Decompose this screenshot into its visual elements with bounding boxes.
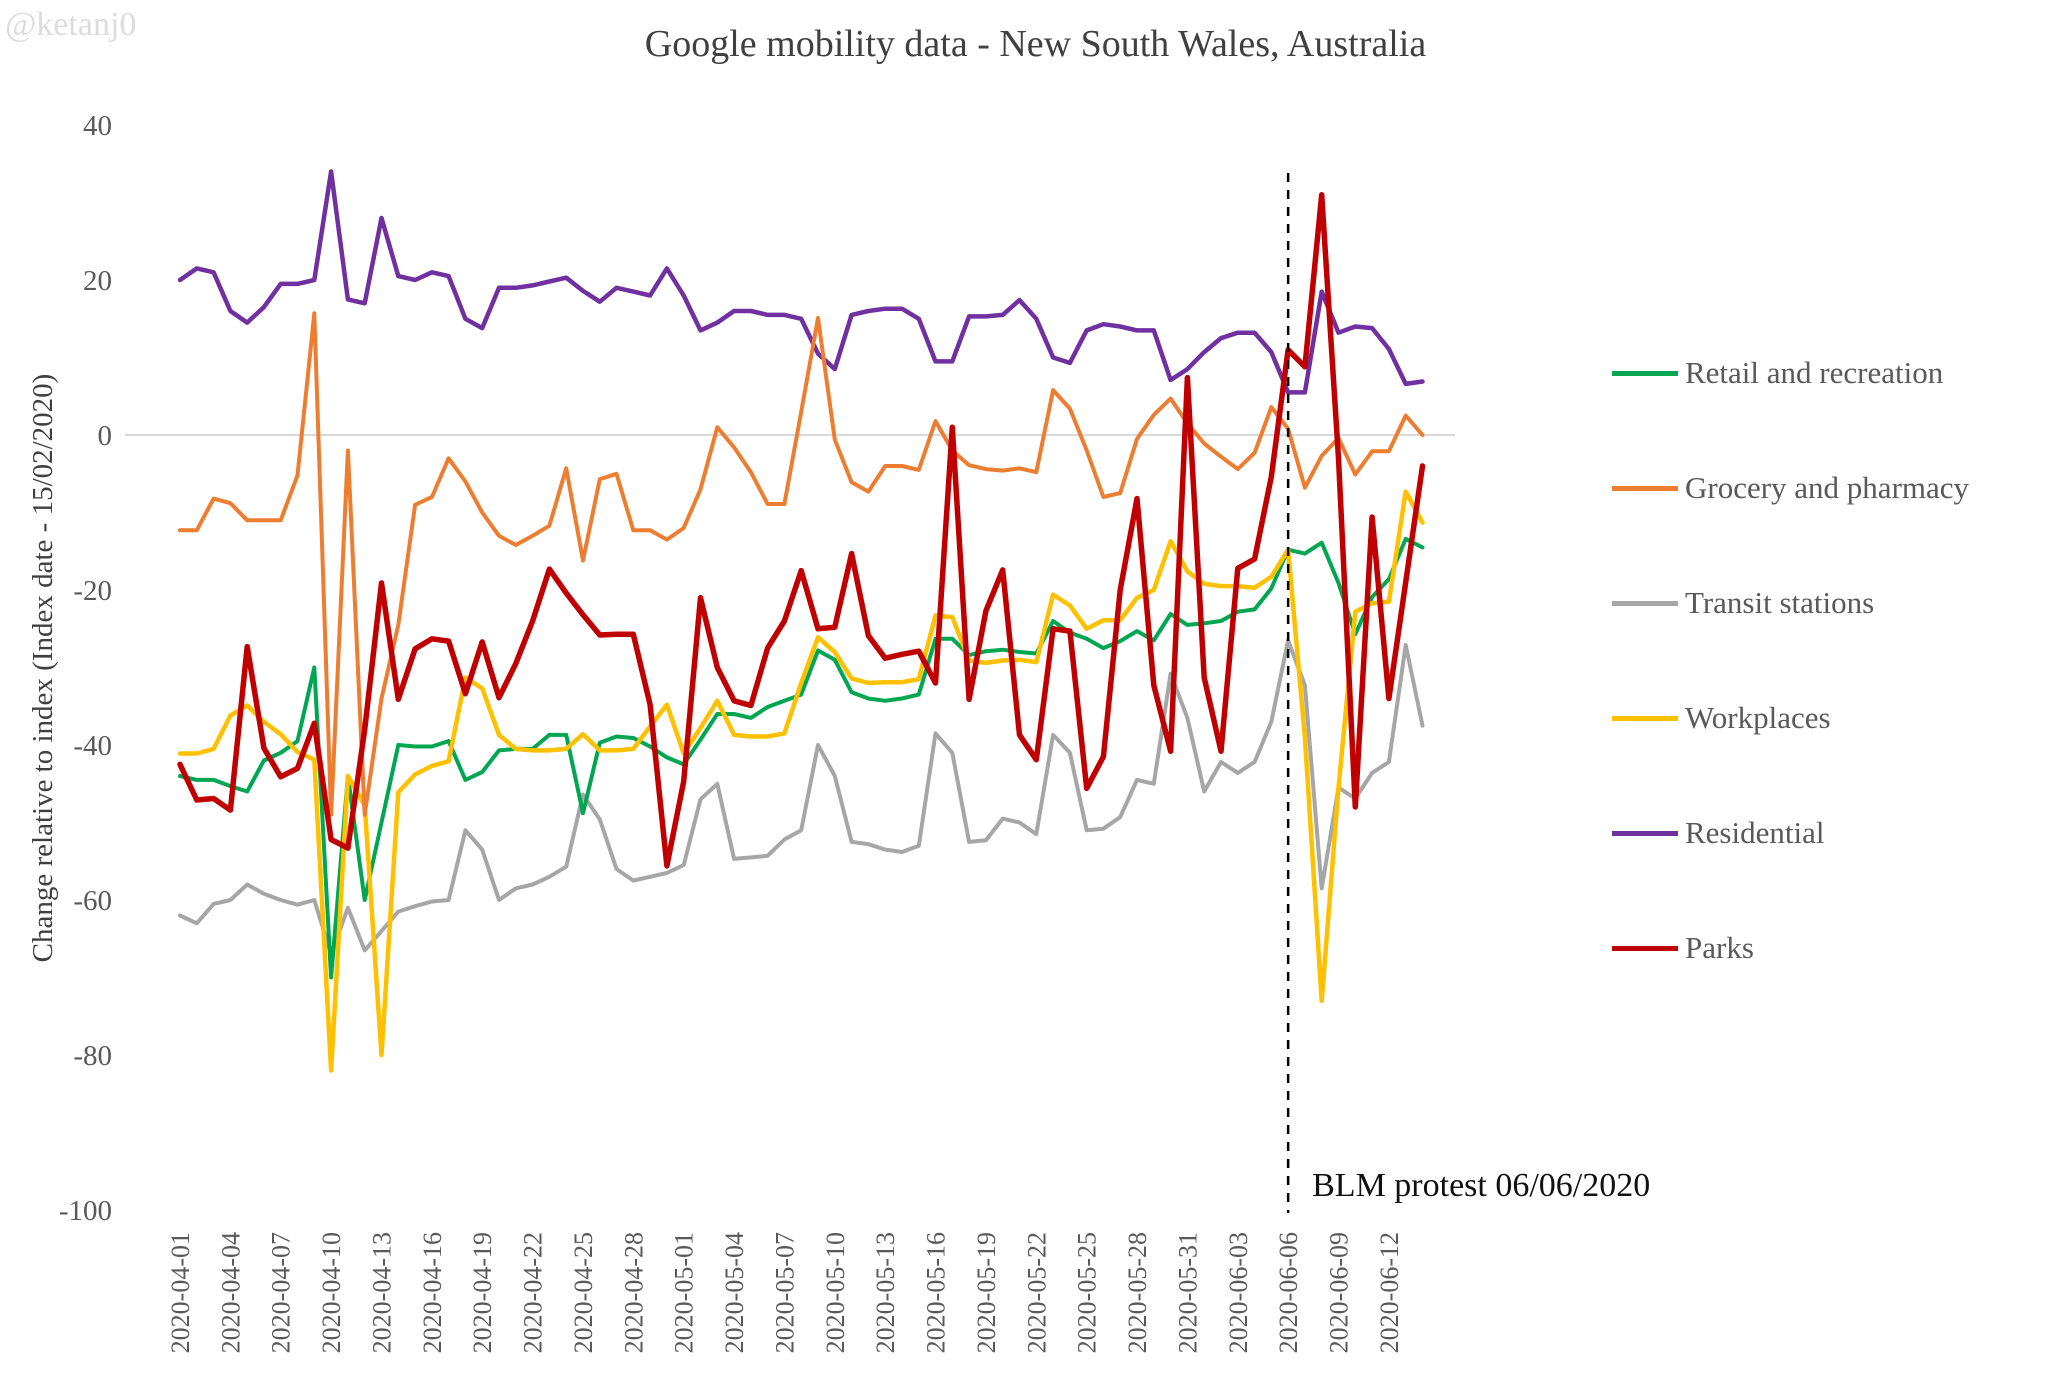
data-series-lines [177, 169, 1426, 1073]
svg-text:2020-04-13: 2020-04-13 [367, 1232, 396, 1353]
svg-text:0: 0 [98, 420, 113, 452]
legend-line-swatch-workplaces [1612, 715, 1678, 721]
legend-label-transit: Transit stations [1685, 585, 1875, 620]
legend-label-workplaces: Workplaces [1685, 700, 1831, 735]
legend-line-swatch-parks [1612, 945, 1678, 951]
page-title: Google mobility data - New South Wales, … [644, 23, 1427, 65]
svg-text:-20: -20 [73, 575, 112, 607]
series-line-parks [177, 192, 1426, 869]
svg-text:2020-04-01: 2020-04-01 [166, 1232, 195, 1353]
legend-line-swatch-retail [1612, 370, 1678, 376]
svg-text:2020-04-25: 2020-04-25 [569, 1232, 598, 1353]
svg-text:-100: -100 [59, 1195, 112, 1227]
svg-text:2020-04-04: 2020-04-04 [216, 1232, 245, 1353]
legend-line-swatch-residential [1612, 830, 1678, 836]
y-axis-tick-labels: 40 20 0 -20 -40 -60 -80 -100 [59, 110, 112, 1227]
legend-item-grocery: Grocery and pharmacy [1612, 470, 1969, 506]
legend-line-swatch-transit [1612, 600, 1678, 606]
svg-text:2020-05-31: 2020-05-31 [1173, 1232, 1202, 1353]
svg-text:2020-05-10: 2020-05-10 [821, 1232, 850, 1353]
svg-text:-40: -40 [73, 730, 112, 762]
legend-item-retail: Retail and recreation [1612, 355, 1943, 391]
svg-text:2020-05-13: 2020-05-13 [871, 1232, 900, 1353]
legend-item-residential: Residential [1612, 815, 1824, 851]
legend-label-residential: Residential [1685, 815, 1825, 850]
svg-text:2020-04-19: 2020-04-19 [468, 1232, 497, 1353]
svg-text:2020-04-16: 2020-04-16 [418, 1232, 447, 1353]
svg-text:2020-06-09: 2020-06-09 [1325, 1232, 1354, 1353]
svg-text:2020-05-25: 2020-05-25 [1073, 1232, 1102, 1353]
legend-item-transit: Transit stations [1612, 585, 1874, 621]
svg-text:-60: -60 [73, 885, 112, 917]
legend-label-retail: Retail and recreation [1685, 355, 1944, 390]
svg-text:2020-06-03: 2020-06-03 [1224, 1232, 1253, 1353]
legend-label-grocery: Grocery and pharmacy [1685, 470, 1970, 505]
blm-annotation-group: BLM protest 06/06/2020 [1286, 173, 1650, 1213]
blm-annotation-label: BLM protest 06/06/2020 [1312, 1167, 1650, 1204]
svg-text:2020-05-04: 2020-05-04 [720, 1232, 749, 1353]
svg-text:2020-04-22: 2020-04-22 [519, 1232, 548, 1353]
legend-label-parks: Parks [1685, 930, 1754, 965]
svg-text:2020-05-07: 2020-05-07 [770, 1232, 799, 1353]
svg-text:40: 40 [83, 110, 112, 142]
x-axis-tick-labels: 2020-04-01 2020-04-04 2020-04-07 2020-04-10… [166, 1232, 1404, 1353]
svg-text:2020-06-12: 2020-06-12 [1375, 1232, 1404, 1353]
legend-line-swatch-grocery [1612, 485, 1678, 491]
svg-text:2020-05-16: 2020-05-16 [922, 1232, 951, 1353]
svg-text:2020-04-07: 2020-04-07 [267, 1232, 296, 1353]
svg-text:2020-04-28: 2020-04-28 [619, 1232, 648, 1353]
series-line-retail-and-recreation [178, 536, 1425, 980]
series-line-grocery-and-pharmacy [178, 311, 1425, 817]
svg-text:2020-04-10: 2020-04-10 [317, 1232, 346, 1353]
svg-text:2020-05-19: 2020-05-19 [972, 1232, 1001, 1353]
legend-item-workplaces: Workplaces [1612, 700, 1831, 736]
svg-text:2020-05-28: 2020-05-28 [1123, 1232, 1152, 1353]
watermark: @ketanj0 [5, 6, 137, 43]
svg-text:2020-05-22: 2020-05-22 [1022, 1232, 1051, 1353]
svg-text:-80: -80 [73, 1040, 112, 1072]
legend-item-parks: Parks [1612, 930, 1754, 966]
series-line-residential [177, 169, 1425, 395]
series-line-workplaces [177, 489, 1425, 1073]
svg-text:20: 20 [83, 265, 112, 297]
y-axis-title: Change relative to index (Index date - 1… [27, 374, 59, 963]
svg-text:2020-06-06: 2020-06-06 [1274, 1232, 1303, 1353]
series-line-transit-stations [178, 638, 1425, 957]
svg-text:2020-05-01: 2020-05-01 [670, 1232, 699, 1353]
